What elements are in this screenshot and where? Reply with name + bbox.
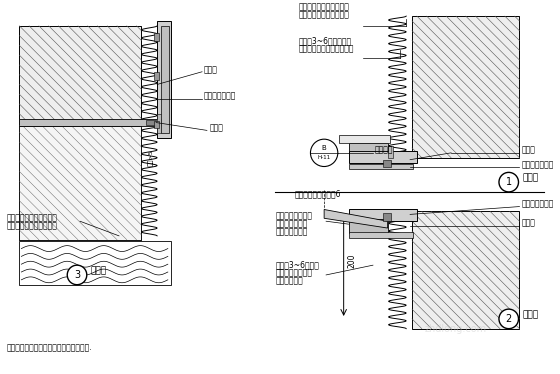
Text: B: B — [322, 145, 326, 151]
Circle shape — [499, 309, 519, 329]
Circle shape — [499, 172, 519, 192]
Bar — [382, 160, 390, 168]
Text: 窗侧口: 窗侧口 — [91, 267, 107, 276]
Text: 墙面抹3~6厚抹面: 墙面抹3~6厚抹面 — [276, 260, 319, 269]
Text: 翻包>5: 翻包>5 — [148, 150, 154, 166]
Bar — [20, 241, 171, 285]
Bar — [154, 33, 159, 40]
Bar — [339, 135, 390, 143]
Bar — [348, 209, 417, 221]
Bar — [154, 120, 159, 128]
Text: 的玻纤网格布用: 的玻纤网格布用 — [276, 219, 307, 228]
Bar — [157, 114, 161, 133]
Bar — [412, 16, 520, 158]
Text: 玻纤网格布）: 玻纤网格布） — [276, 276, 303, 285]
Bar — [348, 232, 413, 238]
Text: 发泡聚氨酯灌缝: 发泡聚氨酯灌缝 — [204, 92, 236, 101]
Bar — [20, 126, 142, 240]
Text: 塑料滴水: 塑料滴水 — [375, 145, 394, 154]
Text: 1: 1 — [506, 177, 512, 187]
Text: 密封膏: 密封膏 — [210, 123, 224, 132]
Text: 抹面胶浆粘贴）: 抹面胶浆粘贴） — [276, 227, 307, 236]
Bar — [20, 126, 142, 240]
Text: 贴岩棉板（将翻包的玻纤: 贴岩棉板（将翻包的玻纤 — [298, 2, 349, 11]
Text: （中间压一层玻纤网格布）: （中间压一层玻纤网格布） — [298, 44, 354, 53]
Bar — [348, 219, 388, 233]
Bar — [157, 21, 171, 138]
Text: 窗下口: 窗下口 — [522, 310, 539, 319]
Bar — [154, 72, 159, 80]
Bar — [382, 214, 390, 221]
Bar — [20, 26, 142, 123]
Text: 2: 2 — [506, 314, 512, 324]
Text: 窗台抹面胶浆厚度＞6: 窗台抹面胶浆厚度＞6 — [295, 189, 342, 198]
Text: 200: 200 — [348, 253, 357, 267]
Bar — [161, 26, 169, 133]
Bar — [348, 151, 417, 163]
Text: 3: 3 — [74, 270, 80, 280]
Circle shape — [310, 139, 338, 166]
Text: 贴岩棉板（将翻包的玻纤: 贴岩棉板（将翻包的玻纤 — [7, 214, 58, 223]
Bar — [20, 119, 161, 126]
Bar — [348, 143, 388, 151]
Bar — [146, 120, 156, 126]
Bar — [348, 163, 413, 169]
Text: 发泡聚氨酯灌缝: 发泡聚氨酯灌缝 — [521, 160, 554, 169]
Text: 窗上口: 窗上口 — [522, 174, 539, 183]
Text: 胶浆（中间压一层: 胶浆（中间压一层 — [276, 268, 312, 277]
Text: 密封膏: 密封膏 — [521, 219, 535, 228]
Text: zhdlong.com: zhdlong.com — [425, 324, 487, 334]
Bar — [412, 211, 520, 329]
Text: 注：外窗台排水坡顶应低于窗槛的泄水孔.: 注：外窗台排水坡顶应低于窗槛的泄水孔. — [7, 343, 92, 352]
Polygon shape — [324, 209, 388, 228]
Text: 网格布用抹面胶浆粘贴）: 网格布用抹面胶浆粘贴） — [7, 221, 58, 230]
Circle shape — [67, 265, 87, 285]
Text: 墙面抹3~6厚抹面胶浆: 墙面抹3~6厚抹面胶浆 — [298, 36, 352, 45]
Text: 贴岩棉板（将翻包: 贴岩棉板（将翻包 — [276, 211, 312, 220]
Text: 密封膏: 密封膏 — [521, 145, 535, 154]
Text: 密封膏: 密封膏 — [204, 65, 218, 74]
Text: 发泡聚氨酯灌缝: 发泡聚氨酯灌缝 — [521, 199, 554, 208]
Bar — [388, 146, 393, 158]
Text: H-11: H-11 — [318, 155, 331, 160]
Text: 网格布用抹面胶浆粘贴）: 网格布用抹面胶浆粘贴） — [298, 10, 349, 19]
